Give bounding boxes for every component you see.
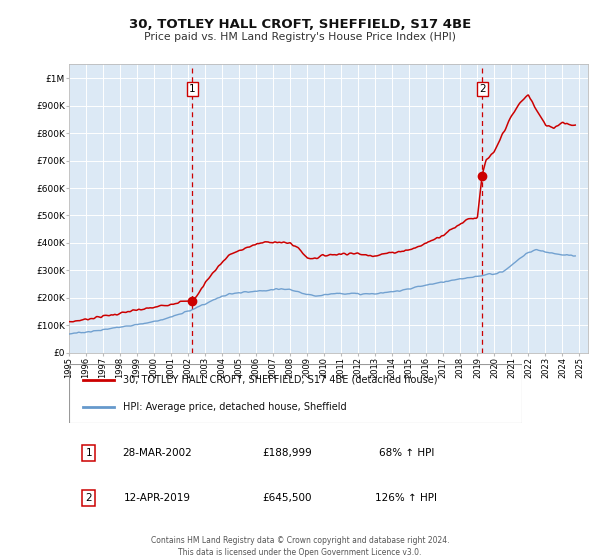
Text: 126% ↑ HPI: 126% ↑ HPI <box>376 493 437 503</box>
Text: £188,999: £188,999 <box>262 448 312 458</box>
Text: 2: 2 <box>85 493 92 503</box>
Text: 30, TOTLEY HALL CROFT, SHEFFIELD, S17 4BE (detached house): 30, TOTLEY HALL CROFT, SHEFFIELD, S17 4B… <box>124 375 438 385</box>
Text: 2: 2 <box>479 84 485 94</box>
Text: Price paid vs. HM Land Registry's House Price Index (HPI): Price paid vs. HM Land Registry's House … <box>144 32 456 42</box>
Text: 28-MAR-2002: 28-MAR-2002 <box>122 448 192 458</box>
Text: 30, TOTLEY HALL CROFT, SHEFFIELD, S17 4BE: 30, TOTLEY HALL CROFT, SHEFFIELD, S17 4B… <box>129 18 471 31</box>
Text: Contains HM Land Registry data © Crown copyright and database right 2024.
This d: Contains HM Land Registry data © Crown c… <box>151 536 449 557</box>
Text: 1: 1 <box>189 84 196 94</box>
Text: 12-APR-2019: 12-APR-2019 <box>124 493 191 503</box>
Text: 1: 1 <box>85 448 92 458</box>
Text: 68% ↑ HPI: 68% ↑ HPI <box>379 448 434 458</box>
Text: HPI: Average price, detached house, Sheffield: HPI: Average price, detached house, Shef… <box>124 402 347 412</box>
Text: £645,500: £645,500 <box>262 493 312 503</box>
